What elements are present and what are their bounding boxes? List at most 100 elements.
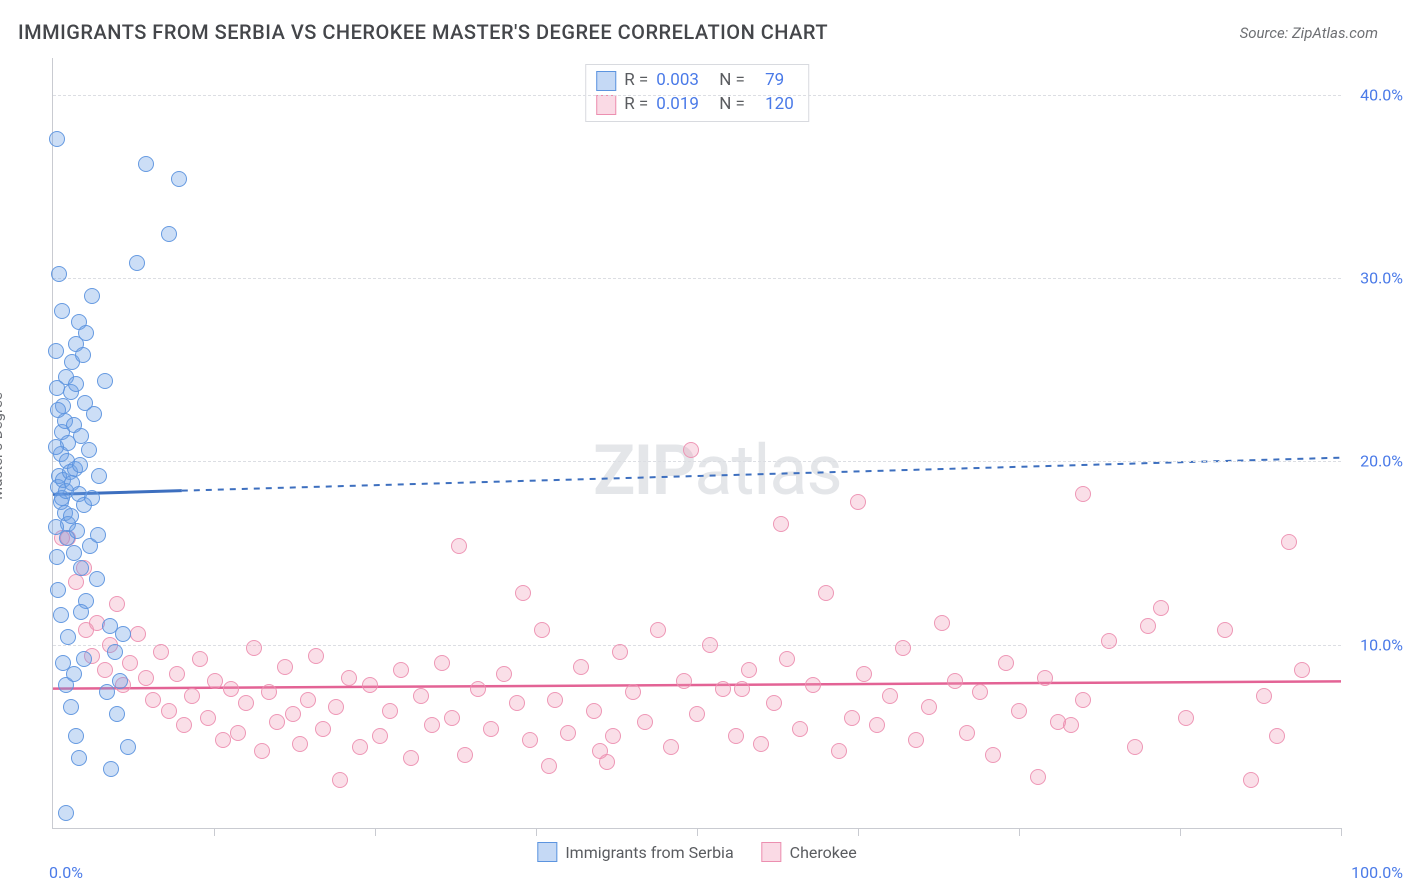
data-point	[81, 442, 97, 458]
data-point	[1075, 486, 1091, 502]
data-point	[444, 710, 460, 726]
data-point	[84, 288, 100, 304]
data-point	[625, 684, 641, 700]
swatch-pink-icon	[596, 95, 616, 115]
data-point	[959, 725, 975, 741]
data-point	[60, 629, 76, 645]
x-tick	[1341, 828, 1342, 836]
data-point	[372, 728, 388, 744]
data-point	[53, 607, 69, 623]
data-point	[908, 732, 924, 748]
data-point	[176, 717, 192, 733]
data-point	[75, 347, 91, 363]
y-axis-label: Master's Degree	[0, 392, 6, 500]
data-point	[605, 728, 621, 744]
data-point	[292, 736, 308, 752]
data-point	[818, 585, 834, 601]
data-point	[120, 739, 136, 755]
data-point	[300, 692, 316, 708]
data-point	[753, 736, 769, 752]
data-point	[63, 699, 79, 715]
legend-item-cherokee: Cherokee	[762, 842, 857, 862]
data-point	[515, 585, 531, 601]
data-point	[153, 644, 169, 660]
data-point	[73, 604, 89, 620]
data-point	[328, 699, 344, 715]
x-tick	[214, 828, 215, 836]
data-point	[413, 688, 429, 704]
data-point	[89, 571, 105, 587]
data-point	[805, 677, 821, 693]
data-point	[49, 549, 65, 565]
data-point	[200, 710, 216, 726]
data-point	[844, 710, 860, 726]
gridline	[53, 278, 1341, 279]
data-point	[109, 596, 125, 612]
x-tick	[697, 828, 698, 836]
data-point	[66, 545, 82, 561]
data-point	[773, 516, 789, 532]
data-point	[1063, 717, 1079, 733]
data-point	[91, 468, 107, 484]
data-point	[103, 761, 119, 777]
data-point	[1294, 662, 1310, 678]
data-point	[254, 743, 270, 759]
data-point	[734, 681, 750, 697]
watermark: ZIPatlas	[593, 430, 842, 512]
data-point	[161, 226, 177, 242]
data-point	[934, 615, 950, 631]
swatch-blue-icon	[596, 71, 616, 91]
data-point	[169, 666, 185, 682]
series-legend: Immigrants from Serbia Cherokee	[537, 842, 856, 862]
data-point	[78, 325, 94, 341]
data-point	[277, 659, 293, 675]
data-point	[238, 695, 254, 711]
data-point	[573, 659, 589, 675]
chart-title: IMMIGRANTS FROM SERBIA VS CHEROKEE MASTE…	[18, 20, 828, 44]
data-point	[702, 637, 718, 653]
data-point	[1030, 769, 1046, 785]
data-point	[161, 703, 177, 719]
data-point	[71, 750, 87, 766]
data-point	[972, 684, 988, 700]
data-point	[285, 706, 301, 722]
data-point	[612, 644, 628, 660]
x-tick	[1180, 828, 1181, 836]
data-point	[1101, 633, 1117, 649]
data-point	[246, 640, 262, 656]
data-point	[689, 706, 705, 722]
data-point	[86, 406, 102, 422]
data-point	[84, 490, 100, 506]
correlation-legend: R = 0.003 N = 79 R = 0.019 N = 120	[585, 64, 809, 122]
data-point	[122, 655, 138, 671]
data-point	[54, 303, 70, 319]
data-point	[921, 699, 937, 715]
data-point	[308, 648, 324, 664]
source-attribution: Source: ZipAtlas.com	[1240, 24, 1378, 42]
data-point	[49, 131, 65, 147]
data-point	[534, 622, 550, 638]
data-point	[68, 376, 84, 392]
y-tick-label: 40.0%	[1347, 85, 1403, 104]
data-point	[403, 750, 419, 766]
data-point	[315, 721, 331, 737]
data-point	[637, 714, 653, 730]
y-tick-label: 30.0%	[1347, 269, 1403, 288]
legend-row-serbia: R = 0.003 N = 79	[596, 69, 794, 93]
x-tick	[536, 828, 537, 836]
data-point	[69, 523, 85, 539]
data-point	[112, 673, 128, 689]
x-tick-label: 0.0%	[49, 863, 83, 882]
x-tick	[375, 828, 376, 836]
data-point	[1281, 534, 1297, 550]
data-point	[522, 732, 538, 748]
scatter-chart: ZIPatlas R = 0.003 N = 79 R = 0.019 N = …	[52, 58, 1341, 829]
data-point	[50, 402, 66, 418]
data-point	[48, 439, 64, 455]
data-point	[1269, 728, 1285, 744]
data-point	[496, 666, 512, 682]
data-point	[73, 560, 89, 576]
legend-item-serbia: Immigrants from Serbia	[537, 842, 733, 862]
data-point	[850, 494, 866, 510]
data-point	[728, 728, 744, 744]
